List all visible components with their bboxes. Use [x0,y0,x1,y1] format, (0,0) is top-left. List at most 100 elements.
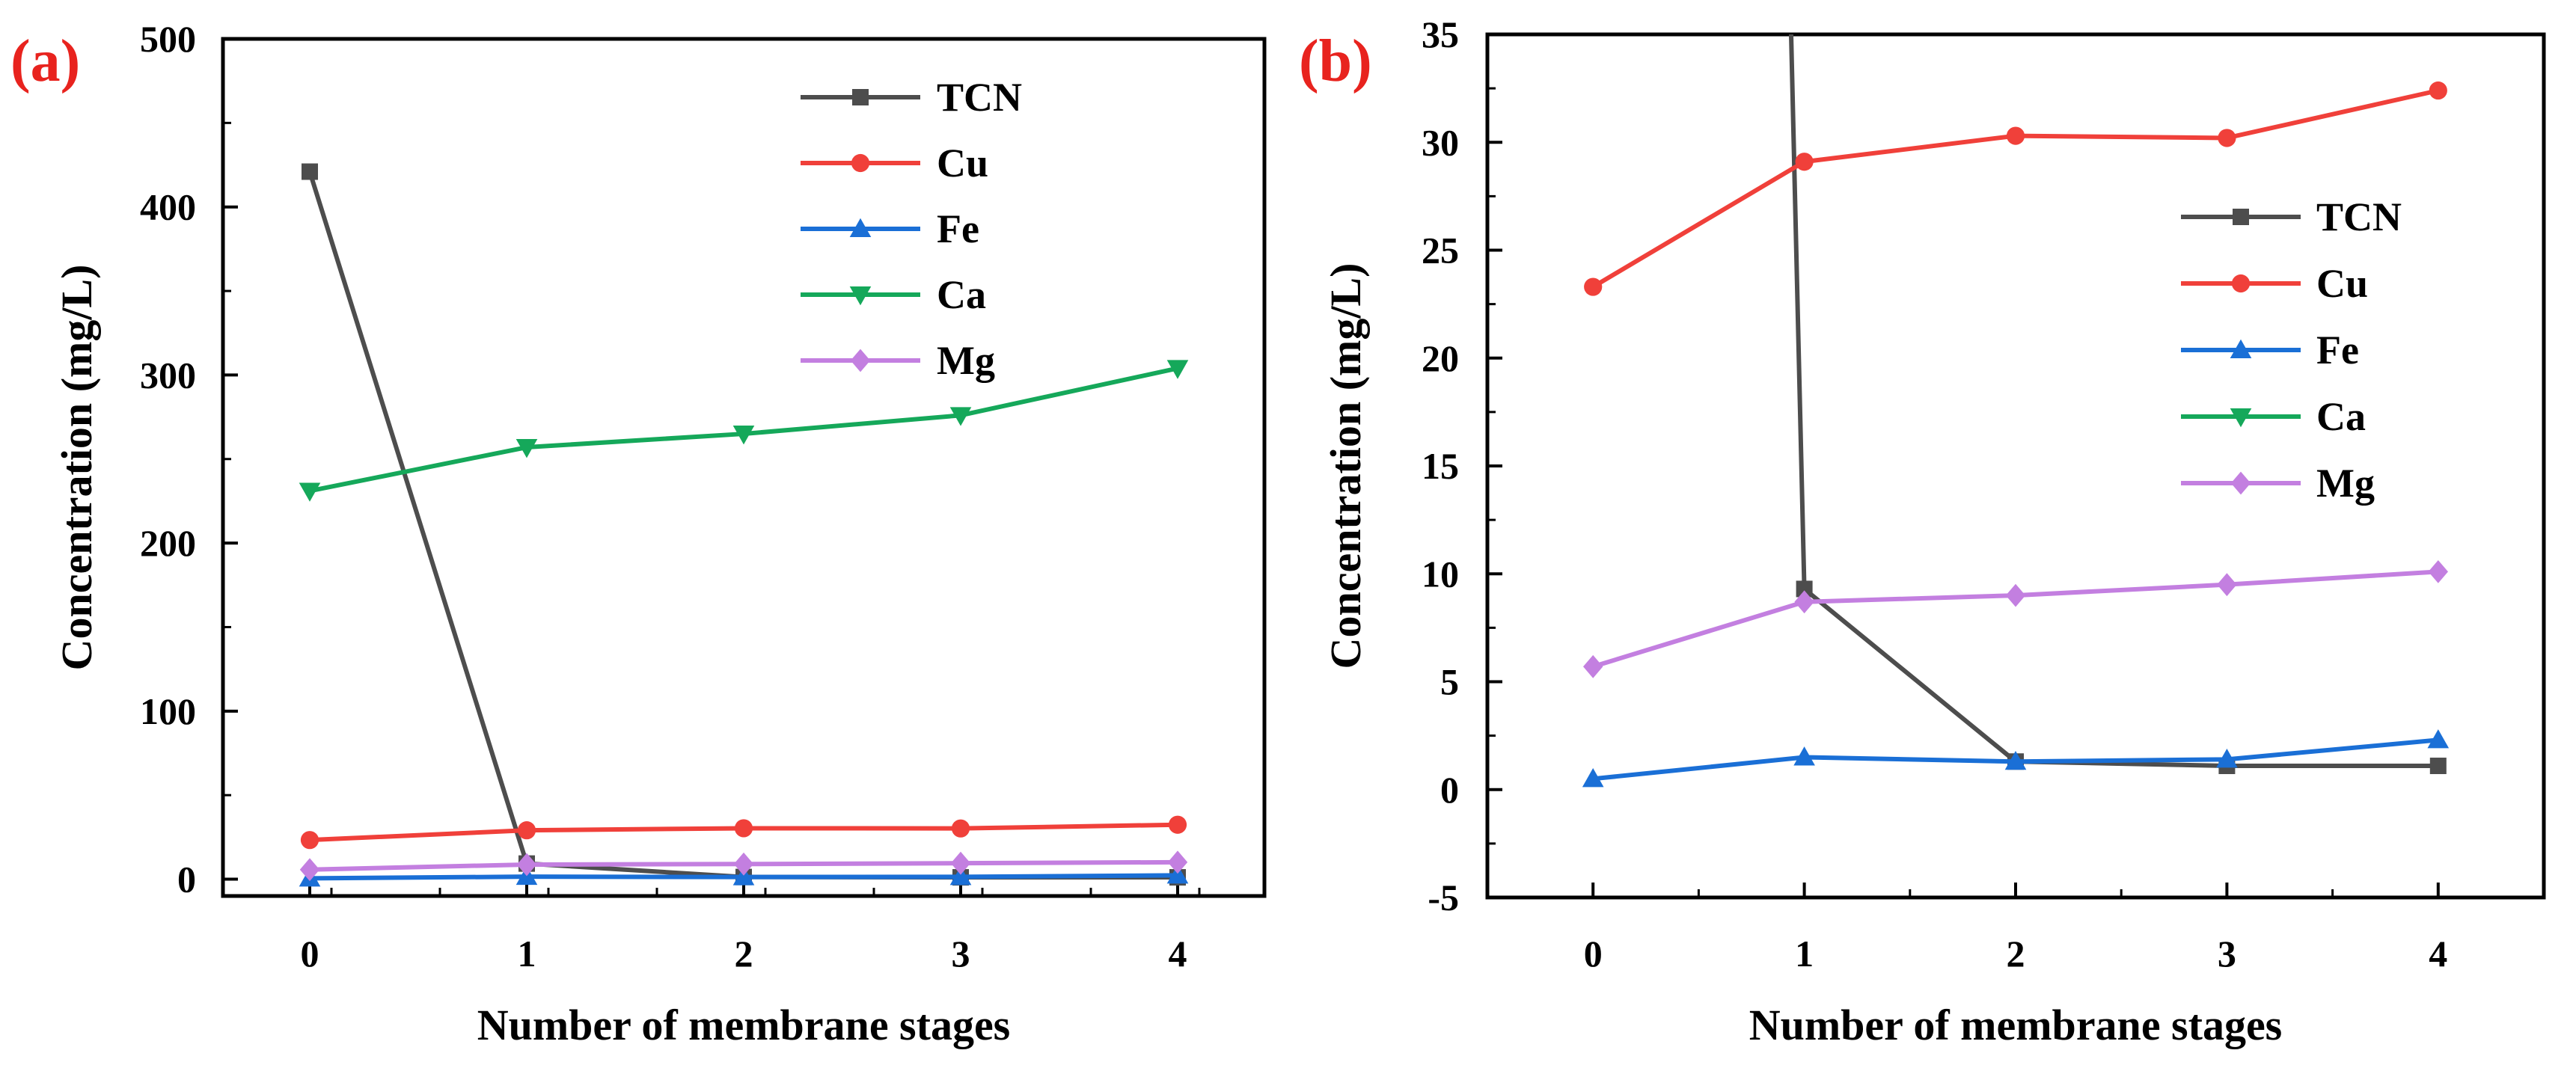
legend-entry-cu: Cu [2181,261,2368,306]
x-tick-label: 4 [1169,933,1187,975]
legend-entry-tcn: TCN [2181,194,2402,239]
series-mg-point [2217,573,2237,597]
legend-label: Cu [937,141,988,185]
x-tick-label: 3 [952,933,970,975]
series-cu [1584,81,2447,296]
y-tick-label: 500 [140,18,196,60]
legend-marker [2230,339,2252,358]
series-tcn-point [1796,580,1813,598]
series-fe [1582,729,2450,788]
series-fe-point [1582,768,1604,788]
series-cu-line [1591,88,2439,289]
series-cu-point [300,831,319,850]
series-cu-point [1795,153,1814,171]
legend: TCN Cu Fe Ca Mg [801,75,1022,383]
series-ca-point [299,482,321,502]
series-mg-point [950,851,971,875]
legend-label: Mg [937,338,995,383]
series-mg-point [1794,590,1814,614]
plot-area [1582,34,2450,788]
series-fe-point [2004,750,2027,770]
legend-label: Ca [2316,394,2366,439]
series-cu-point [951,819,970,838]
legend-marker [2230,408,2252,428]
series-tcn [302,163,1186,886]
y-axis-title: Concentration (mg/L) [1321,263,1370,669]
y-tick-label: 0 [177,859,196,900]
legend-entry-fe: Fe [2181,328,2359,372]
series-fe-point [1793,746,1815,766]
y-tick-label: 100 [140,690,196,732]
series-cu-point [734,819,753,838]
plot-area [299,163,1189,887]
y-tick-label: 300 [140,354,196,396]
y-tick-label: 5 [1440,661,1459,703]
x-tick-label: 1 [518,933,536,975]
legend-entry-tcn: TCN [801,75,1022,120]
series-cu-point [2218,129,2236,147]
panel-b: (b) -5 0 5 10 15 20 25 30 35 0 1 2 3 4 Number of membra… [1299,13,2546,1049]
series-mg-point [2005,583,2026,607]
legend-marker [850,349,871,372]
x-tick-label: 4 [2429,933,2447,975]
legend-marker [851,153,870,173]
series-mg-point [516,853,537,877]
x-axis-title: Number of membrane stages [1749,1001,2283,1049]
series-mg [1583,559,2448,678]
y-tick-label: 200 [140,522,196,564]
legend-label: TCN [2316,194,2402,239]
y-tick-label: 15 [1422,445,1459,487]
series-fe-point [949,866,972,886]
legend-marker [849,218,872,237]
series-cu-point [2429,81,2447,100]
legend-marker [2231,274,2251,293]
legend-entry-mg: Mg [2181,461,2375,506]
series-tcn-line [1788,34,2438,769]
series-mg-point [1583,654,1603,678]
y-tick-label: 20 [1422,337,1459,379]
legend-marker [2230,471,2251,495]
series-fe-point [732,866,755,886]
x-tick-label: 3 [2218,933,2236,975]
legend-entry-ca: Ca [801,272,986,317]
series-mg-point [2428,559,2448,583]
x-tick-label: 0 [1584,933,1603,975]
legend-entry-cu: Cu [801,141,988,185]
legend: TCN Cu Fe Ca Mg [2181,194,2402,506]
series-mg-point [733,852,754,876]
legend-label: Mg [2316,461,2375,506]
series-tcn-point [2429,758,2447,775]
legend-label: Fe [2316,328,2359,372]
series-ca-point [949,407,972,426]
series-ca [299,360,1189,502]
x-tick-label: 0 [301,933,319,975]
legend-entry-fe: Fe [801,206,979,251]
series-ca-point [1166,360,1189,379]
series-mg-point [299,858,320,882]
y-tick-label: 25 [1422,230,1459,271]
x-tick-label: 2 [2007,933,2025,975]
series-tcn-point [302,163,318,180]
legend-marker [852,89,869,105]
y-tick-label: 0 [1440,769,1459,811]
series-cu [300,815,1187,850]
y-tick-label: 35 [1422,13,1459,55]
series-fe-point [2427,729,2450,749]
y-axis-title: Concentration (mg/L) [52,265,101,671]
legend-entry-ca: Ca [2181,394,2366,439]
legend-label: Cu [2316,261,2368,306]
series-fe-point [1166,865,1189,884]
series-cu-point [1584,277,1603,296]
series-cu-point [517,821,536,840]
series-ca-point [732,426,755,445]
series-tcn-line [308,171,1178,880]
series-cu-point [1168,815,1187,834]
x-axis-title: Number of membrane stages [477,1001,1011,1049]
y-tick-label: 10 [1422,553,1459,595]
y-tick-label: -5 [1428,877,1459,918]
legend-entry-mg: Mg [801,338,995,383]
x-tick-label: 2 [735,933,753,975]
series-fe-point [2216,749,2238,768]
series-ca-point [515,439,538,458]
